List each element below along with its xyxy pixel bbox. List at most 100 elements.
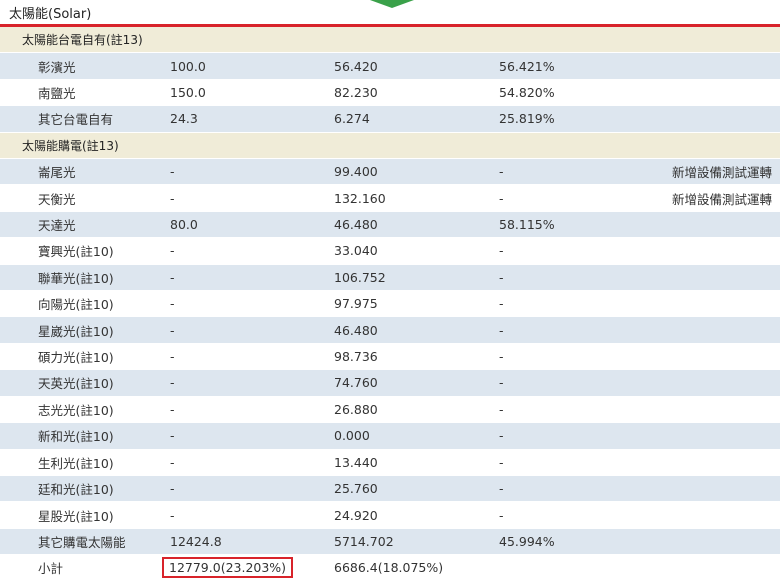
note-cell: [644, 211, 780, 239]
plant-name: 碩力光(註10): [0, 343, 170, 371]
generation-cell: 25.760: [334, 475, 499, 503]
table-row: 其它台電自有 24.3 6.274 25.819%: [0, 105, 780, 133]
table-row: 星股光(註10) -24.920-: [0, 501, 780, 529]
table-row: 崙尾光 -99.400- 新增設備測試運轉: [0, 158, 780, 186]
ratio-cell: -: [499, 422, 644, 450]
table-row: 星崴光(註10) -46.480-: [0, 316, 780, 344]
plant-name: 星股光(註10): [0, 501, 170, 529]
table-row: 志光光(註10) -26.880-: [0, 396, 780, 424]
plant-name: 彰濱光: [0, 52, 170, 80]
collapse-arrow-icon[interactable]: [370, 0, 414, 8]
generation-cell: 0.000: [334, 422, 499, 450]
ratio-cell: -: [499, 475, 644, 503]
note-cell: [644, 343, 780, 371]
generation-cell: 74.760: [334, 369, 499, 397]
note-cell: 新增設備測試運轉: [644, 158, 780, 186]
empty-cell: [644, 554, 780, 582]
plant-name: 天衡光: [0, 184, 170, 212]
generation-cell: 13.440: [334, 449, 499, 476]
note-cell: [644, 264, 780, 292]
generation-cell: 132.160: [334, 184, 499, 212]
plant-name: 志光光(註10): [0, 396, 170, 424]
ratio-cell: -: [499, 158, 644, 186]
generation-cell: 24.920: [334, 501, 499, 529]
section-title: 太陽能(Solar): [9, 7, 92, 22]
capacity-cell: -: [170, 237, 334, 265]
plant-name: 天英光(註10): [0, 369, 170, 397]
ratio-cell: -: [499, 501, 644, 529]
generation-cell: 46.480: [334, 316, 499, 344]
capacity-cell: 80.0: [170, 211, 334, 239]
section-label: 太陽能台電自有(註13): [0, 27, 780, 54]
ratio-cell: 45.994%: [499, 528, 644, 556]
note-cell: [644, 79, 780, 107]
plant-name: 天達光: [0, 211, 170, 239]
table-row: 聯華光(註10) -106.752-: [0, 264, 780, 292]
empty-cell: [499, 554, 644, 582]
generation-cell: 46.480: [334, 211, 499, 239]
note-cell: [644, 528, 780, 556]
generation-cell: 98.736: [334, 343, 499, 371]
ratio-cell: -: [499, 449, 644, 476]
table-row: 碩力光(註10) -98.736-: [0, 343, 780, 371]
note-cell: [644, 290, 780, 318]
capacity-cell: 24.3: [170, 105, 334, 133]
ratio-cell: -: [499, 290, 644, 318]
capacity-cell: -: [170, 316, 334, 344]
plant-name: 向陽光(註10): [0, 290, 170, 318]
subtotal-capacity-highlight: 12779.0(23.203%): [162, 557, 294, 579]
table-row: 南鹽光 150.0 82.230 54.820%: [0, 79, 780, 107]
capacity-cell: 150.0: [170, 79, 334, 107]
generation-cell: 56.420: [334, 52, 499, 80]
capacity-cell: -: [170, 501, 334, 529]
plant-name: 南鹽光: [0, 79, 170, 107]
table-row: 天英光(註10) -74.760-: [0, 369, 780, 397]
capacity-cell: -: [170, 369, 334, 397]
note-cell: [644, 475, 780, 503]
table-row: 向陽光(註10) -97.975-: [0, 290, 780, 318]
section-header: 太陽能(Solar): [0, 0, 780, 27]
plant-name: 聯華光(註10): [0, 264, 170, 292]
plant-name: 廷和光(註10): [0, 475, 170, 503]
table-row: 廷和光(註10) -25.760-: [0, 475, 780, 503]
capacity-cell: 100.0: [170, 52, 334, 80]
plant-name: 其它台電自有: [0, 105, 170, 133]
generation-cell: 6.274: [334, 105, 499, 133]
capacity-cell: -: [170, 396, 334, 424]
ratio-cell: -: [499, 316, 644, 344]
note-cell: 新增設備測試運轉: [644, 184, 780, 212]
ratio-cell: -: [499, 184, 644, 212]
plant-name: 崙尾光: [0, 158, 170, 186]
ratio-cell: 56.421%: [499, 52, 644, 80]
plant-name: 星崴光(註10): [0, 316, 170, 344]
note-cell: [644, 422, 780, 450]
subtotal-generation: 6686.4(18.075%): [334, 554, 499, 582]
table-row: 天達光 80.0 46.480 58.115%: [0, 211, 780, 239]
solar-table: 太陽能台電自有(註13) 彰濱光 100.0 56.420 56.421% 南鹽光 150.…: [0, 27, 780, 582]
plant-name: 寶興光(註10): [0, 237, 170, 265]
note-cell: [644, 316, 780, 344]
ratio-cell: -: [499, 264, 644, 292]
note-cell: [644, 369, 780, 397]
generation-cell: 82.230: [334, 79, 499, 107]
section-row: 太陽能台電自有(註13): [0, 27, 780, 54]
plant-name: 其它購電太陽能: [0, 528, 170, 556]
plant-name: 新和光(註10): [0, 422, 170, 450]
capacity-cell: -: [170, 475, 334, 503]
generation-cell: 97.975: [334, 290, 499, 318]
note-cell: [644, 501, 780, 529]
ratio-cell: -: [499, 237, 644, 265]
capacity-cell: 12424.8: [170, 528, 334, 556]
table-row: 彰濱光 100.0 56.420 56.421%: [0, 52, 780, 80]
ratio-cell: 54.820%: [499, 79, 644, 107]
capacity-cell: -: [170, 449, 334, 476]
note-cell: [644, 52, 780, 80]
subtotal-capacity-cell: 12779.0(23.203%): [162, 554, 334, 582]
table-row: 寶興光(註10) -33.040-: [0, 237, 780, 265]
table-row: 生利光(註10) -13.440-: [0, 449, 780, 476]
generation-cell: 99.400: [334, 158, 499, 186]
generation-cell: 33.040: [334, 237, 499, 265]
note-cell: [644, 105, 780, 133]
generation-cell: 26.880: [334, 396, 499, 424]
capacity-cell: -: [170, 184, 334, 212]
